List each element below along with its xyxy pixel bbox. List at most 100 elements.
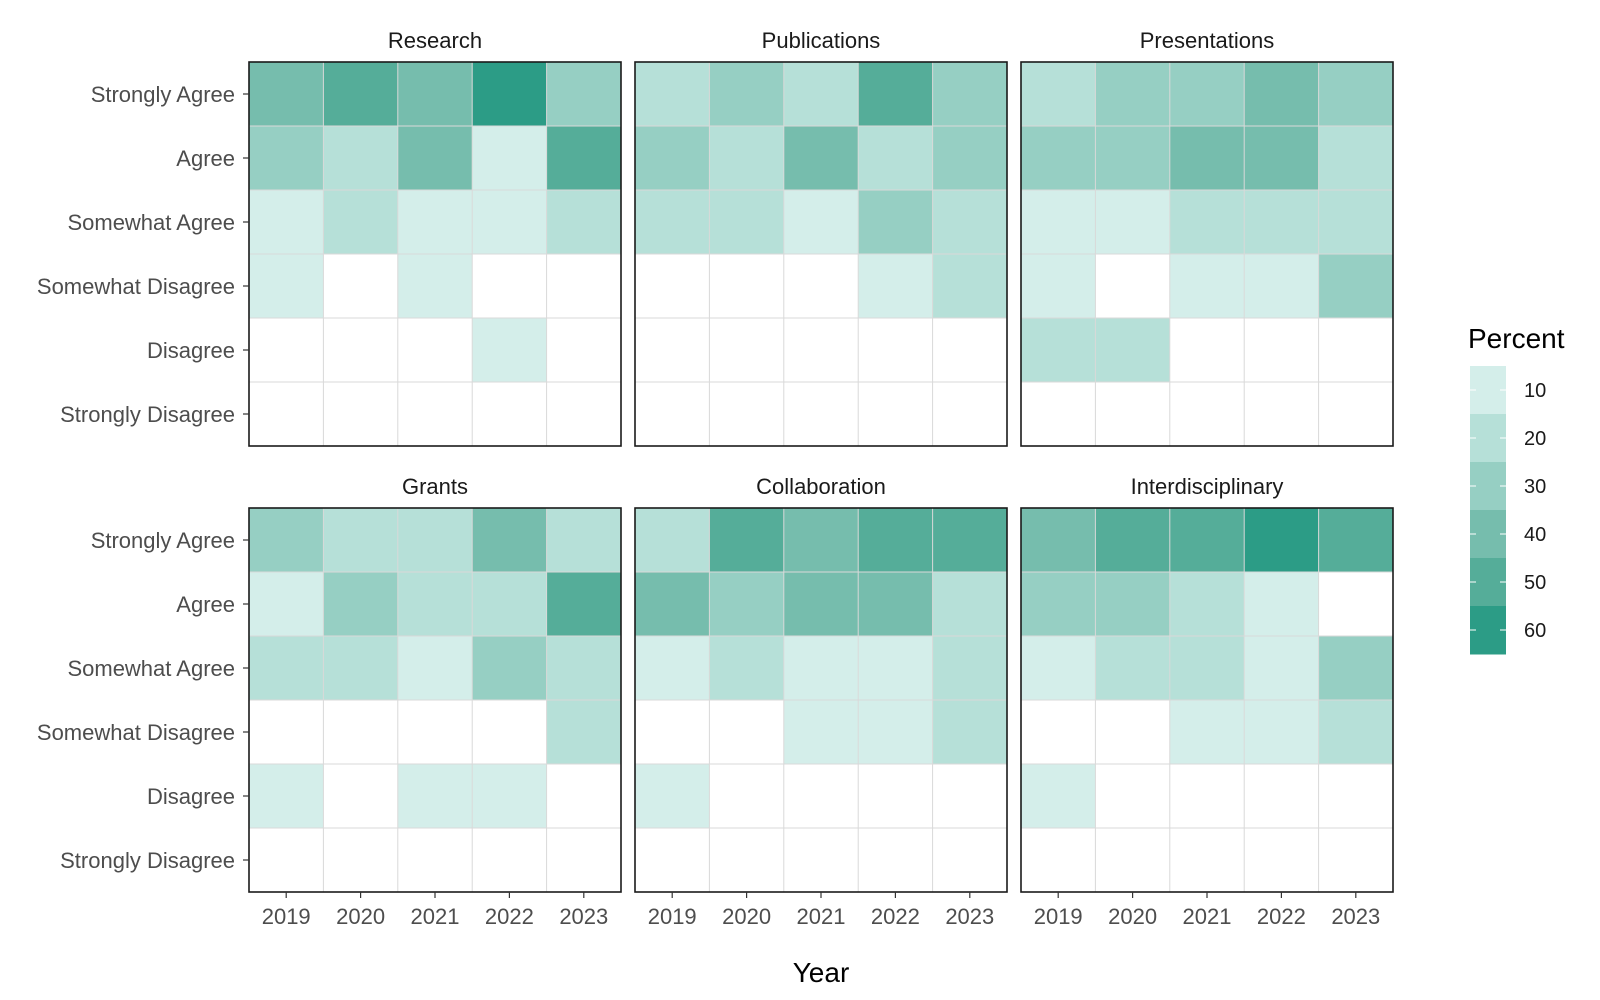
heatmap-cell <box>249 254 324 318</box>
heatmap-cell <box>546 700 621 764</box>
heatmap-cell <box>1169 508 1245 572</box>
heatmap-cell <box>397 382 473 446</box>
heatmap-cell <box>1021 700 1096 764</box>
heatmap-cell <box>1244 572 1319 636</box>
heatmap-cell <box>635 126 710 190</box>
heatmap-cell <box>397 828 473 892</box>
facet-title: Grants <box>402 474 468 499</box>
heatmap-cell <box>858 572 933 636</box>
x-tick-label: 2021 <box>1183 904 1232 929</box>
heatmap-cell <box>1021 382 1096 446</box>
heatmap-cell <box>858 764 933 828</box>
y-tick-label: Somewhat Disagree <box>37 720 235 745</box>
heatmap-cell <box>472 62 547 126</box>
heatmap-cell <box>709 508 784 572</box>
heatmap-cell <box>546 126 621 190</box>
heatmap-cell <box>1021 190 1096 254</box>
heatmap-cell <box>249 382 324 446</box>
legend-label: 60 <box>1524 620 1546 642</box>
heatmap-cell <box>1244 508 1319 572</box>
y-tick-label: Disagree <box>147 338 235 363</box>
heatmap-cell <box>323 62 398 126</box>
facet-title: Research <box>388 28 482 53</box>
legend-label: 20 <box>1524 428 1546 450</box>
heatmap-cell <box>1021 318 1096 382</box>
heatmap-cell <box>709 700 784 764</box>
heatmap-cell <box>1021 126 1096 190</box>
heatmap-cell <box>1169 318 1245 382</box>
heatmap-cell <box>858 828 933 892</box>
heatmap-cell <box>546 318 621 382</box>
heatmap-cell <box>472 254 547 318</box>
heatmap-cell <box>323 254 398 318</box>
x-axis-title: Year <box>793 957 850 988</box>
facet-panel-presentations: Presentations <box>1020 28 1394 447</box>
heatmap-cell <box>397 508 473 572</box>
heatmap-cell <box>323 508 398 572</box>
heatmap-cell <box>858 126 933 190</box>
heatmap-cell <box>858 318 933 382</box>
heatmap-cell <box>932 764 1007 828</box>
heatmap-cell <box>1318 636 1393 700</box>
heatmap-cell <box>1021 828 1096 892</box>
heatmap-cell <box>546 254 621 318</box>
x-tick-label: 2023 <box>559 904 608 929</box>
x-tick-label: 2020 <box>722 904 771 929</box>
y-tick-label: Somewhat Agree <box>67 210 235 235</box>
heatmap-cell <box>1169 828 1245 892</box>
heatmap-cell <box>783 254 859 318</box>
y-tick-label: Strongly Disagree <box>60 848 235 873</box>
heatmap-cell <box>1318 126 1393 190</box>
heatmap-cell <box>932 700 1007 764</box>
heatmap-cell <box>858 382 933 446</box>
heatmap-cell <box>858 254 933 318</box>
heatmap-cell <box>1095 636 1170 700</box>
heatmap-cell <box>323 828 398 892</box>
heatmap-cell <box>1021 572 1096 636</box>
heatmap-cell <box>709 382 784 446</box>
heatmap-cell <box>932 508 1007 572</box>
panel-border <box>1020 61 1394 447</box>
heatmap-cell <box>932 636 1007 700</box>
facet-panel-publications: Publications <box>634 28 1008 447</box>
panel-border <box>248 61 622 447</box>
heatmap-cell <box>1244 700 1319 764</box>
heatmap-cell <box>1318 62 1393 126</box>
y-tick-label: Somewhat Disagree <box>37 274 235 299</box>
heatmap-cell <box>1095 828 1170 892</box>
y-tick-label: Somewhat Agree <box>67 656 235 681</box>
heatmap-cell <box>1244 764 1319 828</box>
heatmap-cell <box>858 636 933 700</box>
heatmap-cell <box>249 700 324 764</box>
heatmap-cell <box>1169 62 1245 126</box>
heatmap-cell <box>1095 126 1170 190</box>
heatmap-cell <box>783 700 859 764</box>
heatmap-cell <box>932 572 1007 636</box>
heatmap-cell <box>1318 318 1393 382</box>
heatmap-cell <box>323 382 398 446</box>
heatmap-cell <box>783 572 859 636</box>
heatmap-cell <box>1318 190 1393 254</box>
heatmap-cell <box>1095 700 1170 764</box>
heatmap-cell <box>546 508 621 572</box>
legend-label: 40 <box>1524 524 1546 546</box>
y-tick-label: Agree <box>176 146 235 171</box>
heatmap-cell <box>635 62 710 126</box>
facet-title: Publications <box>762 28 881 53</box>
heatmap-cell <box>783 508 859 572</box>
x-tick-label: 2019 <box>648 904 697 929</box>
facet-title: Collaboration <box>756 474 886 499</box>
y-tick-label: Strongly Disagree <box>60 402 235 427</box>
heatmap-cell <box>1169 382 1245 446</box>
heatmap-cell <box>635 828 710 892</box>
heatmap-cell <box>1095 508 1170 572</box>
heatmap-cell <box>1095 572 1170 636</box>
heatmap-cell <box>546 764 621 828</box>
heatmap-cell <box>323 572 398 636</box>
heatmap-cell <box>1169 764 1245 828</box>
y-tick-label: Disagree <box>147 784 235 809</box>
heatmap-cell <box>1244 382 1319 446</box>
heatmap-cell <box>397 636 473 700</box>
heatmap-cell <box>709 572 784 636</box>
